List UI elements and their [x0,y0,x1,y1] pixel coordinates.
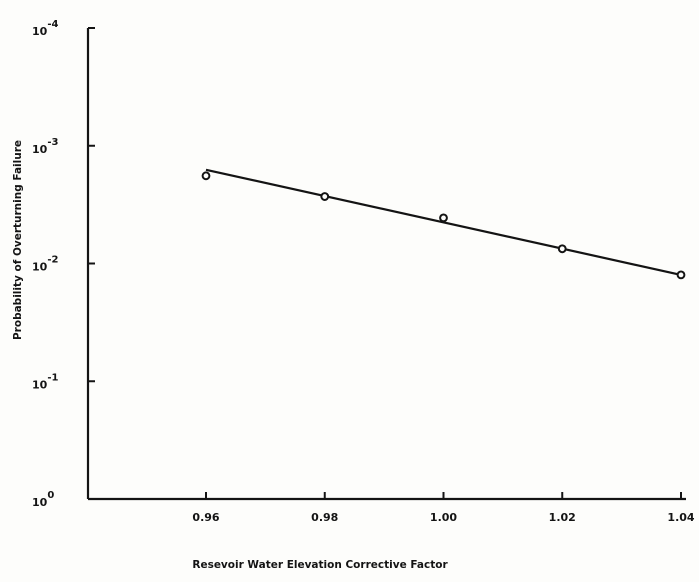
data-point [439,213,448,223]
y-axis-title: Probability of Overturning Failure [12,140,24,340]
y-tick-label: 10-1 [32,372,58,391]
data-point [320,192,330,201]
x-tick-label: 1.04 [667,511,694,524]
y-tick-label: 10-2 [32,255,58,274]
x-tick-label: 0.96 [192,511,219,524]
data-series [201,168,686,280]
y-tick-label: 100 [32,490,54,509]
data-point [557,244,567,254]
data-point [201,171,211,181]
x-tick-label: 0.98 [311,511,338,524]
y-tick-label: 10-3 [32,137,58,156]
trend-line [205,168,682,276]
data-point [676,270,686,280]
y-ticks: 10-4 10-3 10-2 10-1 100 [32,19,95,509]
x-tick-label: 1.02 [549,511,576,524]
axes [86,28,686,501]
x-axis-title: Resevoir Water Elevation Corrective Fact… [192,559,448,571]
y-tick-label: 10-4 [32,19,58,38]
x-ticks: 0.96 0.98 1.00 1.02 1.04 [192,492,695,524]
x-tick-label: 1.00 [430,511,457,524]
